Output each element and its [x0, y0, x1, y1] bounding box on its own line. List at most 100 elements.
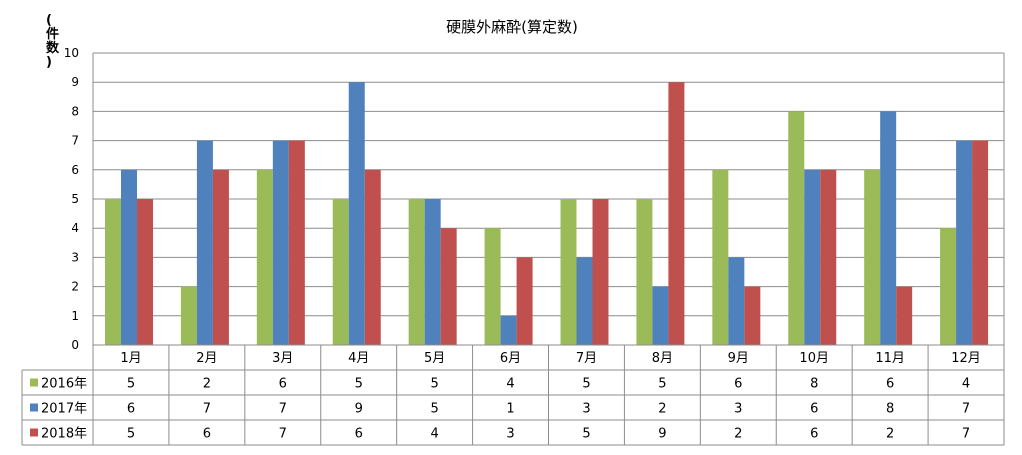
bar: [560, 199, 577, 345]
bar: [712, 169, 729, 345]
y-tick-label: 6: [71, 163, 79, 177]
y-axis-ticks: 0 1 2 3 4 5 6 7 8 9 10: [64, 46, 79, 352]
y-tick-label: 10: [64, 46, 79, 60]
bar: [728, 257, 745, 345]
data-label: 3: [734, 402, 742, 417]
y-tick-label: 9: [71, 75, 79, 89]
data-label: 5: [582, 427, 590, 442]
bar: [864, 169, 881, 345]
chart-title: 硬膜外麻酔(算定数): [446, 18, 578, 36]
data-label: 7: [279, 402, 287, 417]
bar: [288, 140, 305, 345]
bars: [105, 82, 989, 346]
data-label: 6: [203, 427, 211, 442]
bar: [516, 257, 533, 345]
data-label: 2: [203, 377, 211, 392]
legend-swatch: [30, 378, 38, 387]
data-label: 5: [582, 377, 590, 392]
bar: [940, 228, 957, 345]
data-label: 8: [886, 402, 894, 417]
y-tick-label: 1: [71, 309, 79, 323]
bar: [121, 169, 137, 345]
data-label: 5: [127, 377, 135, 392]
legend-entry: 2017年: [41, 402, 87, 417]
x-tick-label: 12月: [951, 351, 981, 366]
y-tick-label: 0: [71, 338, 79, 352]
data-label: 5: [430, 377, 438, 392]
x-tick-label: 7月: [576, 351, 597, 366]
data-label: 9: [355, 402, 363, 417]
x-tick-label: 2月: [196, 351, 217, 366]
data-label: 1: [506, 402, 514, 417]
y-axis-label: (件数): [46, 13, 60, 70]
x-tick-label: 4月: [348, 351, 369, 366]
y-tick-label: 2: [71, 280, 79, 294]
data-label: 3: [506, 427, 514, 442]
data-label: 2: [658, 402, 666, 417]
bar: [364, 169, 381, 345]
data-label: 6: [734, 377, 742, 392]
bar: [820, 169, 837, 345]
bar: [956, 140, 973, 345]
bar: [636, 199, 653, 345]
bar: [972, 140, 989, 345]
data-label: 6: [279, 377, 287, 392]
data-label: 6: [810, 427, 818, 442]
data-label: 4: [430, 427, 438, 442]
bar: [408, 199, 425, 345]
data-label: 7: [962, 427, 970, 442]
bar: [212, 169, 229, 345]
x-tick-label: 10月: [799, 351, 829, 366]
data-label: 5: [658, 377, 666, 392]
bar: [668, 82, 685, 345]
gridlines: [92, 52, 1005, 346]
x-tick-label: 3月: [272, 351, 293, 366]
y-tick-label: 8: [71, 104, 79, 118]
x-tick-label: 5月: [424, 351, 445, 366]
bar: [804, 169, 821, 345]
data-label: 4: [506, 377, 514, 392]
data-label: 6: [810, 402, 818, 417]
bar: [440, 228, 457, 345]
bar: [592, 199, 609, 345]
y-tick-label: 7: [71, 134, 79, 148]
x-tick-label: 6月: [500, 351, 521, 366]
data-label: 5: [430, 402, 438, 417]
data-label: 6: [355, 427, 363, 442]
data-label: 7: [279, 427, 287, 442]
data-label: 9: [658, 427, 666, 442]
data-label: 4: [962, 377, 970, 392]
data-label: 2: [886, 427, 894, 442]
data-label: 5: [355, 377, 363, 392]
bar: [332, 199, 349, 345]
x-tick-label: 9月: [728, 351, 749, 366]
x-tick-label: 11月: [875, 351, 905, 366]
bar: [137, 199, 153, 345]
bar: [180, 286, 197, 345]
bar: [484, 228, 501, 345]
legend-swatch: [30, 403, 38, 412]
y-tick-label: 5: [71, 192, 79, 206]
y-tick-label: 3: [71, 250, 79, 264]
bar: [105, 199, 121, 345]
bar: [272, 140, 289, 345]
data-label: 6: [127, 402, 135, 417]
bar: [652, 286, 669, 345]
bar: [256, 169, 273, 345]
data-label: 8: [810, 377, 818, 392]
data-label: 7: [203, 402, 211, 417]
bar: [788, 111, 805, 346]
x-tick-label: 1月: [120, 351, 141, 366]
y-tick-label: 4: [71, 221, 79, 235]
data-label: 5: [127, 427, 135, 442]
data-label: 7: [962, 402, 970, 417]
legend-swatch: [30, 428, 38, 437]
legend-entry: 2016年: [41, 377, 87, 392]
bar: [500, 315, 517, 345]
x-tick-label: 8月: [652, 351, 673, 366]
legend-entry: 2018年: [41, 427, 87, 442]
bar: [424, 199, 441, 345]
data-label: 2: [734, 427, 742, 442]
bar: [744, 286, 761, 345]
